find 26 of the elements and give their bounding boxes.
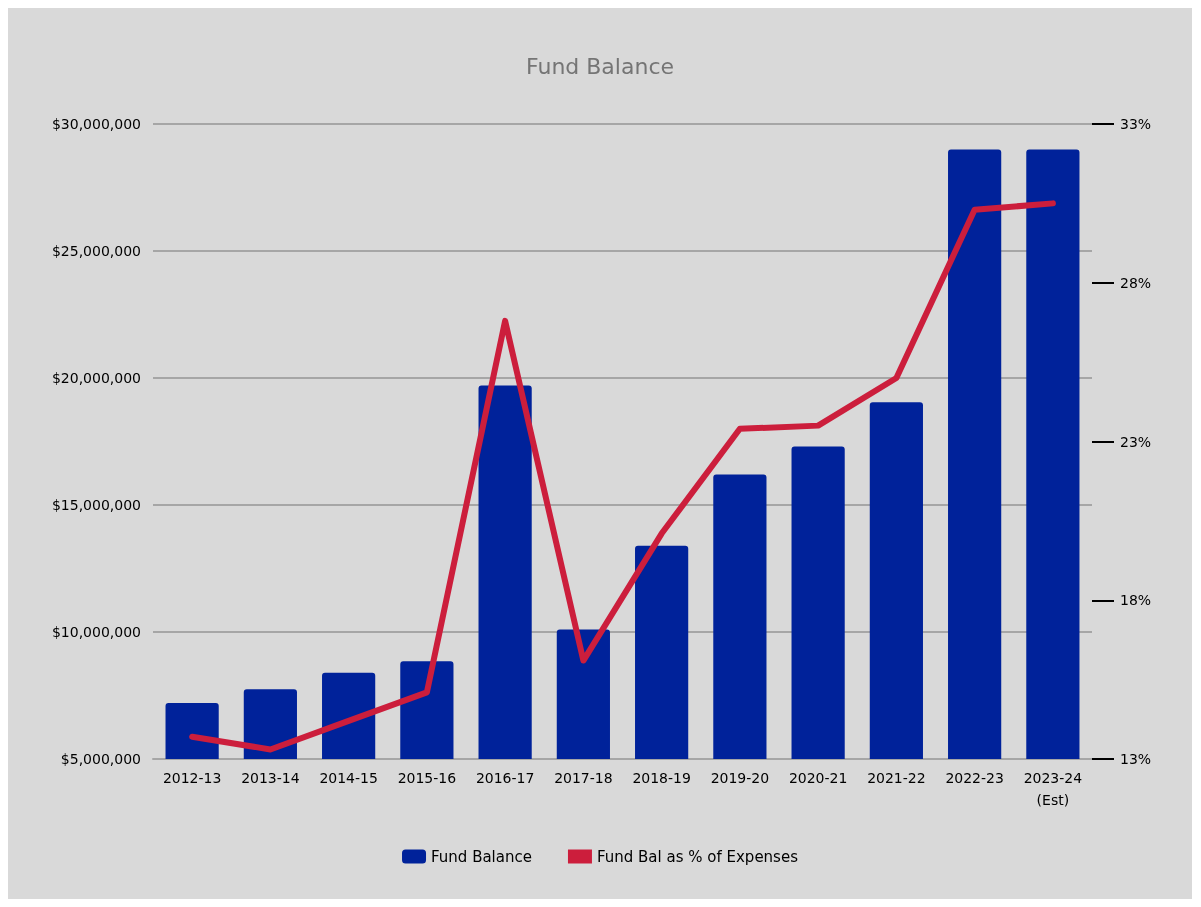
x-tick-label: 2016-17: [475, 770, 535, 786]
y-tick-label: $20,000,000: [51, 370, 141, 386]
x-tick-label: 2014-15: [319, 770, 378, 786]
y-tick-label: $30,000,000: [51, 116, 141, 132]
x-tick-label: 2023-24 (Est): [1023, 770, 1083, 808]
x-tick-label: 2018-19: [632, 770, 691, 786]
x-tick-label: 2021-22: [867, 770, 926, 786]
chart-title: Fund Balance: [525, 53, 675, 79]
x-tick-label: 2019-20: [710, 770, 770, 786]
y2-tick-label: 23%: [1120, 433, 1152, 450]
legend-label: Fund Bal as % of Expenses: [596, 847, 799, 866]
x-tick-label: 2012-13: [162, 770, 222, 786]
y2-tick-label: 18%: [1120, 592, 1152, 609]
x-tick-label: 2022-23: [945, 770, 1004, 786]
y2-tick-label: 33%: [1120, 116, 1152, 132]
legend-label: Fund Balance: [431, 847, 532, 866]
y2-tick-label: 13%: [1120, 751, 1152, 767]
y-tick-label: $10,000,000: [51, 624, 141, 640]
y-tick-label: $15,000,000: [51, 497, 141, 513]
x-tick-label: 2017-18: [554, 770, 613, 786]
y-tick-label: $25,000,000: [51, 243, 141, 259]
x-tick-label: 2020-21: [788, 770, 848, 786]
x-tick-label: 2013-14: [241, 770, 300, 786]
y-tick-label: $5,000,000: [60, 751, 141, 767]
y2-tick-label: 28%: [1120, 274, 1152, 291]
x-tick-label: 2015-16: [397, 770, 457, 786]
